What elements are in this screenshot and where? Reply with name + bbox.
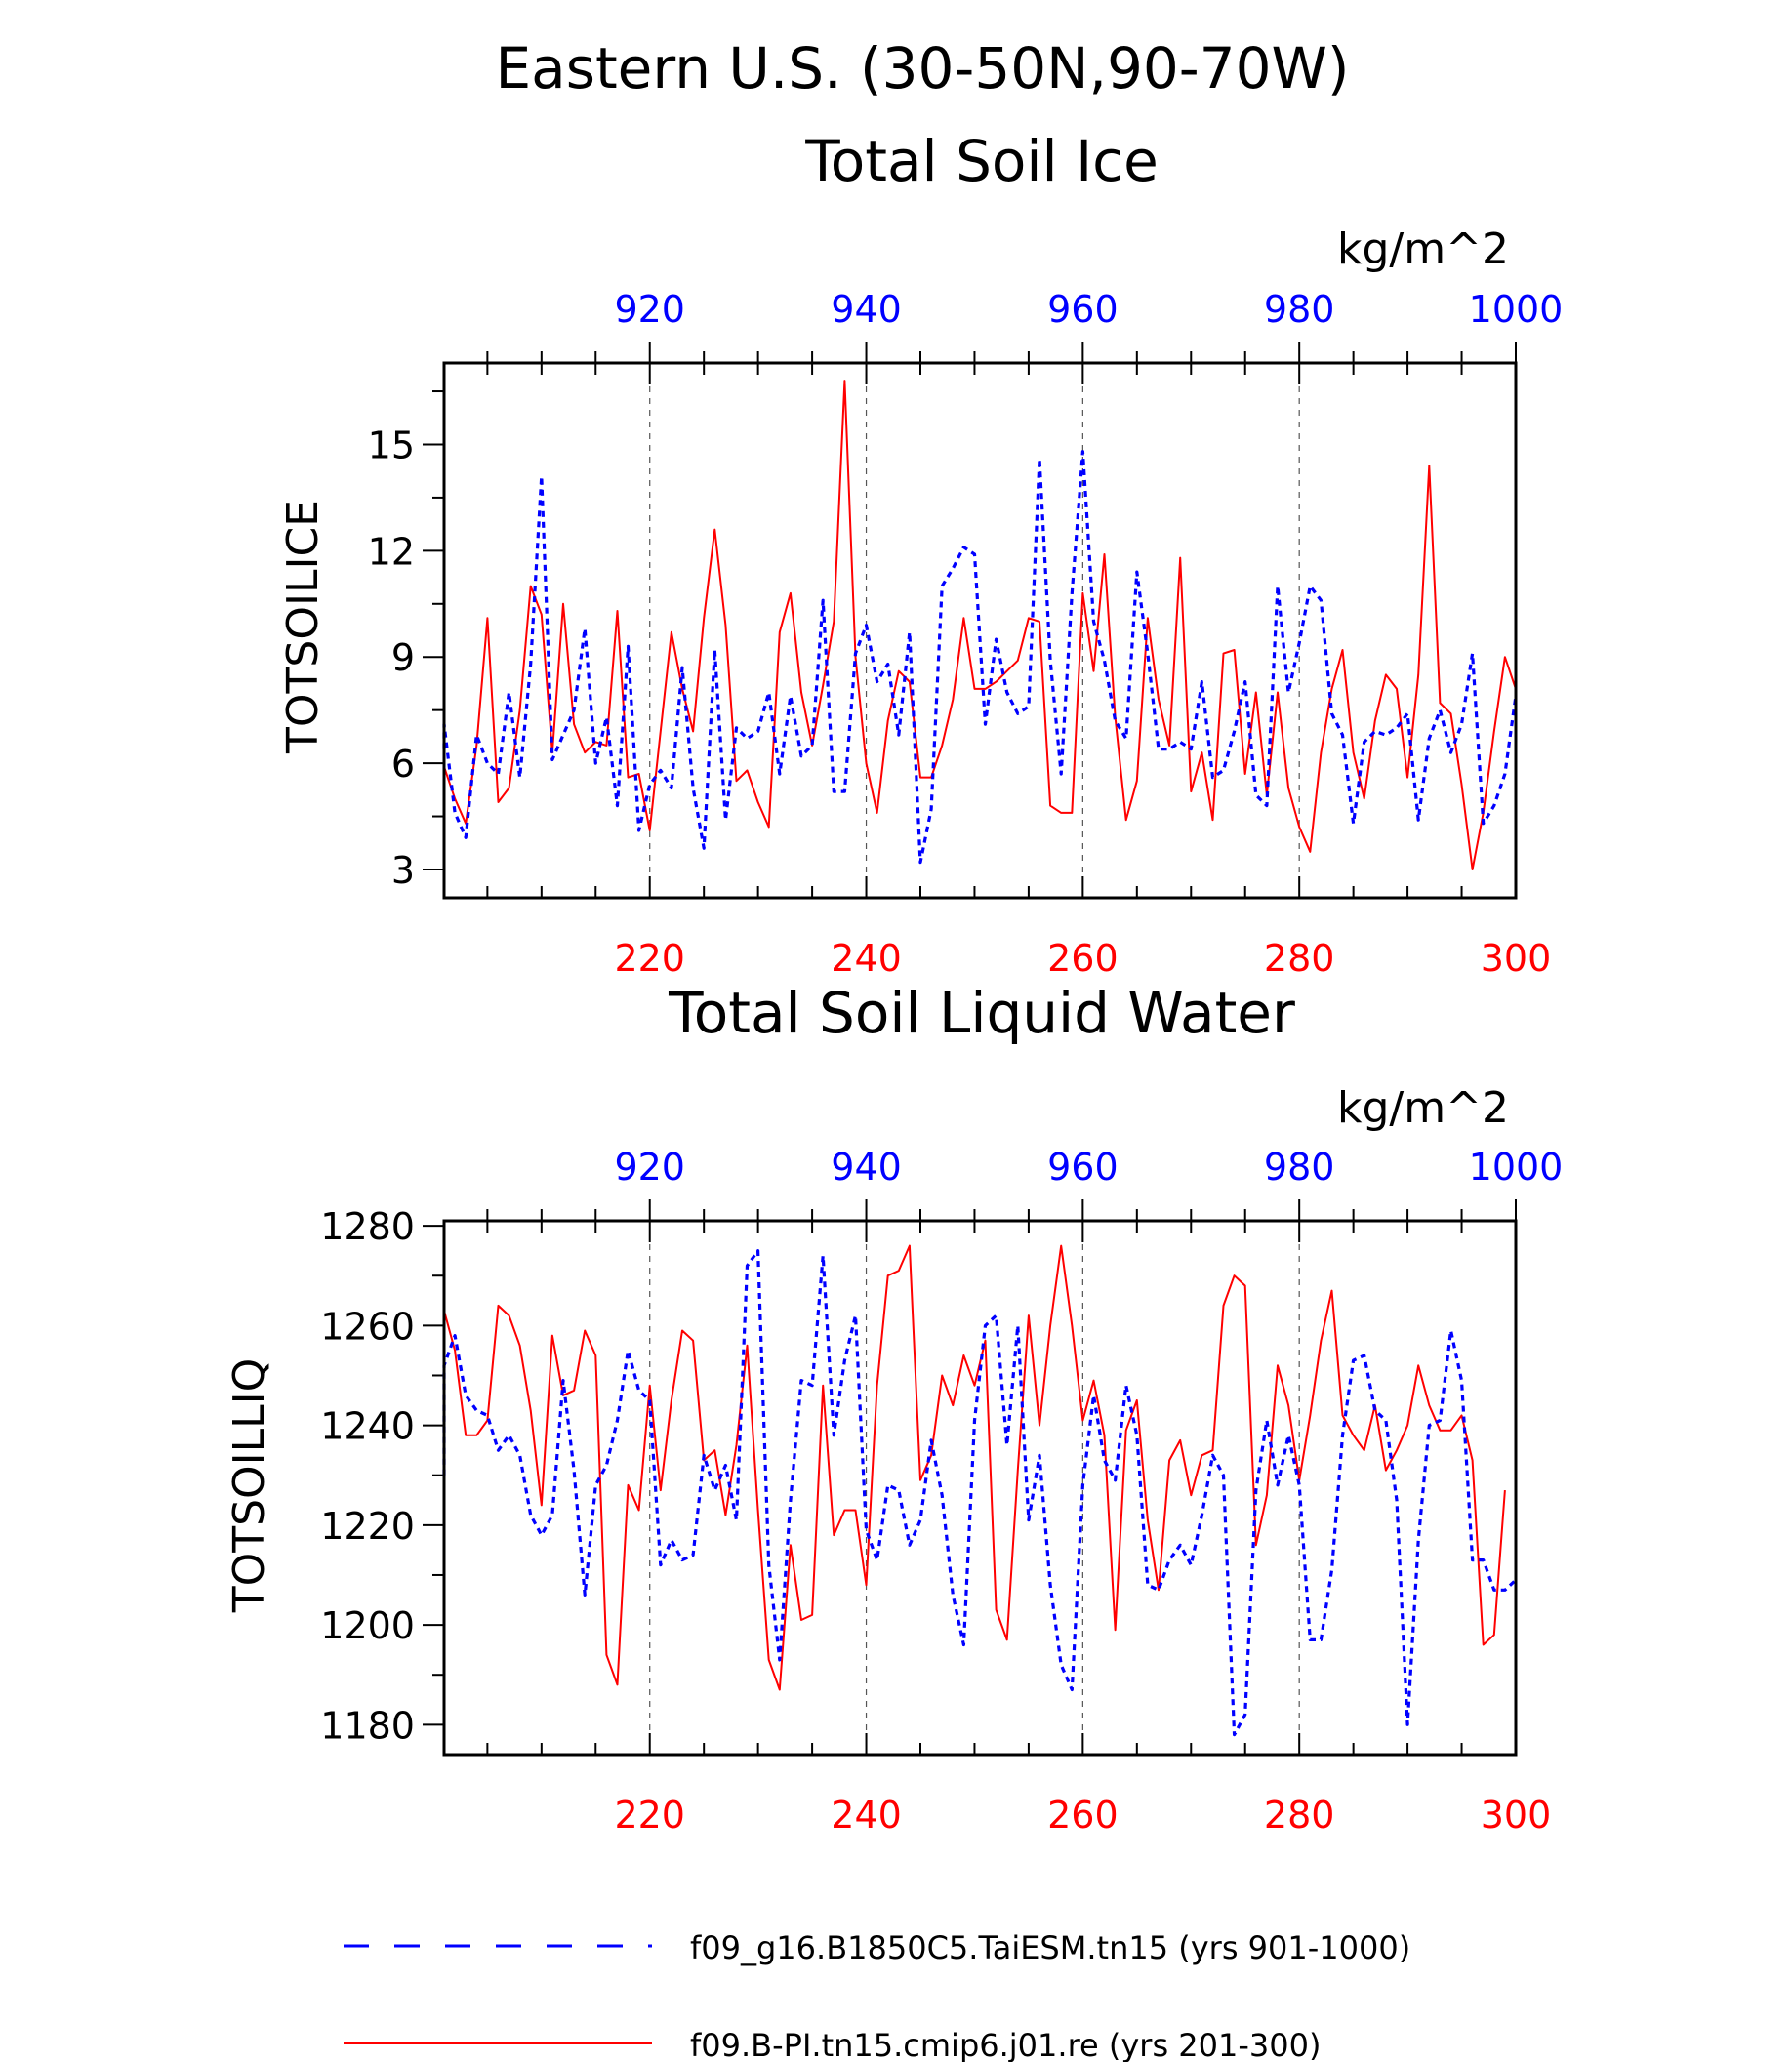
ice-panel-title: Total Soil Ice xyxy=(804,128,1159,194)
x-bottom-tick-label: 280 xyxy=(1264,937,1335,980)
legend-label-cmip6: f09.B-PI.tn15.cmip6.j01.re (yrs 201-300) xyxy=(690,2027,1321,2062)
y-tick-label: 12 xyxy=(368,530,415,573)
figure-title: Eastern U.S. (30-50N,90-70W) xyxy=(496,35,1350,101)
y-tick-label: 1200 xyxy=(320,1604,415,1647)
x-top-tick-label: 980 xyxy=(1264,288,1335,331)
series-line-cmip6 xyxy=(443,1244,1506,1691)
plot-frame xyxy=(442,361,1518,900)
x-bottom-tick-label: 260 xyxy=(1047,1794,1119,1837)
y-tick-label: 1280 xyxy=(320,1205,415,1248)
legend: f09_g16.B1850C5.TaiESM.tn15 (yrs 901-100… xyxy=(344,1929,1410,2062)
y-tick-label: 1260 xyxy=(320,1305,415,1348)
x-top-tick-label: 960 xyxy=(1047,1146,1119,1189)
x-top-tick-label: 1000 xyxy=(1469,1146,1564,1189)
x-bottom-tick-label: 280 xyxy=(1264,1794,1335,1837)
y-tick-label: 1220 xyxy=(320,1505,415,1548)
y-tick-label: 1240 xyxy=(320,1405,415,1448)
y-tick-label: 15 xyxy=(368,424,415,466)
ice-units-label: kg/m^2 xyxy=(1337,224,1509,274)
x-bottom-tick-label: 300 xyxy=(1481,1794,1552,1837)
y-tick-label: 3 xyxy=(391,849,415,892)
series-line-taiesm xyxy=(442,1249,1518,1737)
liquid-panel: Total Soil Liquid Water kg/m^2 TOTSOILLI… xyxy=(224,980,1563,1837)
y-tick-label: 1180 xyxy=(320,1704,415,1747)
x-bottom-tick-label: 240 xyxy=(831,937,902,980)
x-bottom-tick-label: 220 xyxy=(614,1794,685,1837)
series-line-cmip6 xyxy=(443,380,1517,870)
series-line-taiesm xyxy=(442,450,1518,865)
ice-y-axis-label: TOTSOILICE xyxy=(278,500,328,754)
x-bottom-tick-label: 300 xyxy=(1481,937,1552,980)
x-bottom-tick-label: 240 xyxy=(831,1794,902,1837)
x-bottom-tick-label: 260 xyxy=(1047,937,1119,980)
x-top-tick-label: 960 xyxy=(1047,288,1119,331)
y-tick-label: 9 xyxy=(391,636,415,679)
y-tick-label: 6 xyxy=(391,743,415,786)
ice-panel: Total Soil Ice kg/m^2 TOTSOILICE 3 6 9 12 15… xyxy=(278,128,1563,980)
x-top-tick-label: 940 xyxy=(831,1146,902,1189)
x-top-tick-label: 940 xyxy=(831,288,902,331)
legend-label-taiesm: f09_g16.B1850C5.TaiESM.tn15 (yrs 901-100… xyxy=(690,1929,1410,1966)
liquid-units-label: kg/m^2 xyxy=(1337,1083,1509,1133)
x-bottom-tick-label: 220 xyxy=(614,937,685,980)
plot-frame xyxy=(442,1219,1518,1757)
liquid-y-axis-label: TOTSOILLIQ xyxy=(224,1358,274,1614)
liquid-panel-title: Total Soil Liquid Water xyxy=(668,980,1295,1046)
x-top-tick-label: 920 xyxy=(614,288,685,331)
x-top-tick-label: 980 xyxy=(1264,1146,1335,1189)
x-top-tick-label: 920 xyxy=(614,1146,685,1189)
x-top-tick-label: 1000 xyxy=(1469,288,1564,331)
